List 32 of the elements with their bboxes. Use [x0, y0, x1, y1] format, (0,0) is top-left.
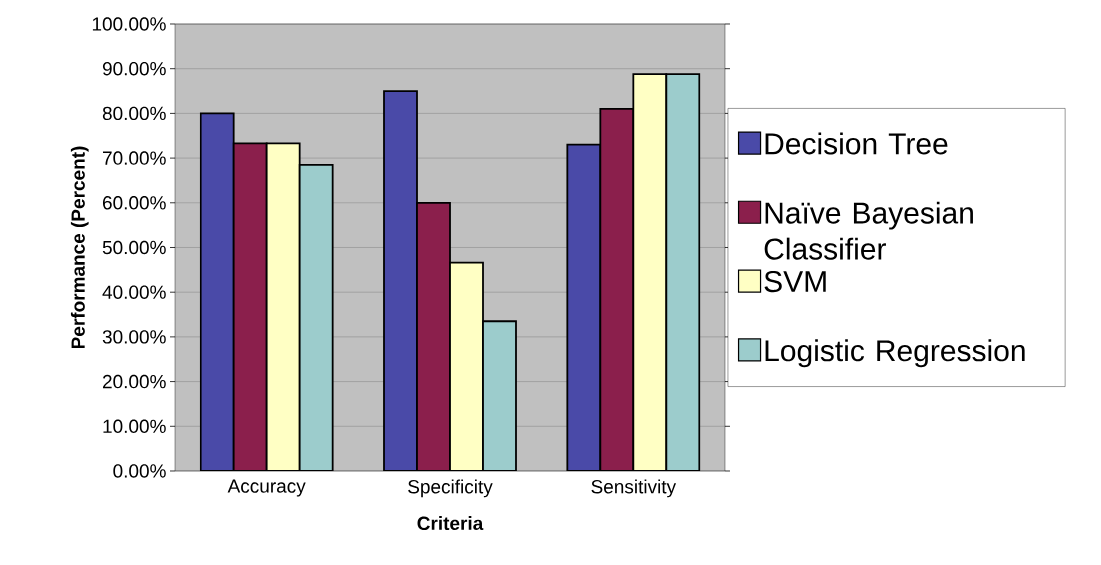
bar: [416, 201, 451, 471]
legend-label: SVM: [764, 270, 826, 293]
legend-label: Logistic Regression: [765, 339, 1025, 368]
legend-label: Naïve Bayesian Classifier: [764, 201, 973, 260]
x-tick-label: Accuracy: [227, 479, 306, 497]
x-tick-label: Sensitivity: [591, 479, 677, 498]
y-tick-label: 100.00%: [92, 17, 166, 31]
bar: [632, 73, 668, 471]
bar: [566, 143, 602, 471]
bar: [383, 90, 418, 471]
y-tick-label: 60.00%: [102, 196, 166, 210]
y-tick-label: 50.00%: [102, 240, 166, 255]
bar: [665, 73, 701, 471]
legend-label: Decision Tree: [765, 132, 948, 155]
y-tick-label: 0.00%: [113, 464, 166, 478]
bar: [449, 261, 484, 471]
bar: [482, 320, 517, 471]
y-axis-title: Performance (Percent): [70, 146, 89, 349]
x-tick-label: Specificity: [408, 479, 493, 498]
bar: [232, 142, 268, 471]
y-tick-label: 20.00%: [102, 374, 166, 389]
y-tick-label: 40.00%: [102, 285, 166, 299]
y-tick-label: 10.00%: [103, 419, 166, 434]
bar: [298, 163, 334, 471]
y-tick-label: 90.00%: [102, 61, 166, 76]
bar: [265, 142, 301, 471]
y-tick-label: 80.00%: [102, 106, 166, 121]
bar: [599, 108, 635, 471]
y-tick-label: 30.00%: [102, 330, 166, 344]
y-tick-label: 70.00%: [103, 151, 166, 165]
x-axis-title: Criteria: [417, 516, 484, 531]
bar: [199, 112, 235, 471]
